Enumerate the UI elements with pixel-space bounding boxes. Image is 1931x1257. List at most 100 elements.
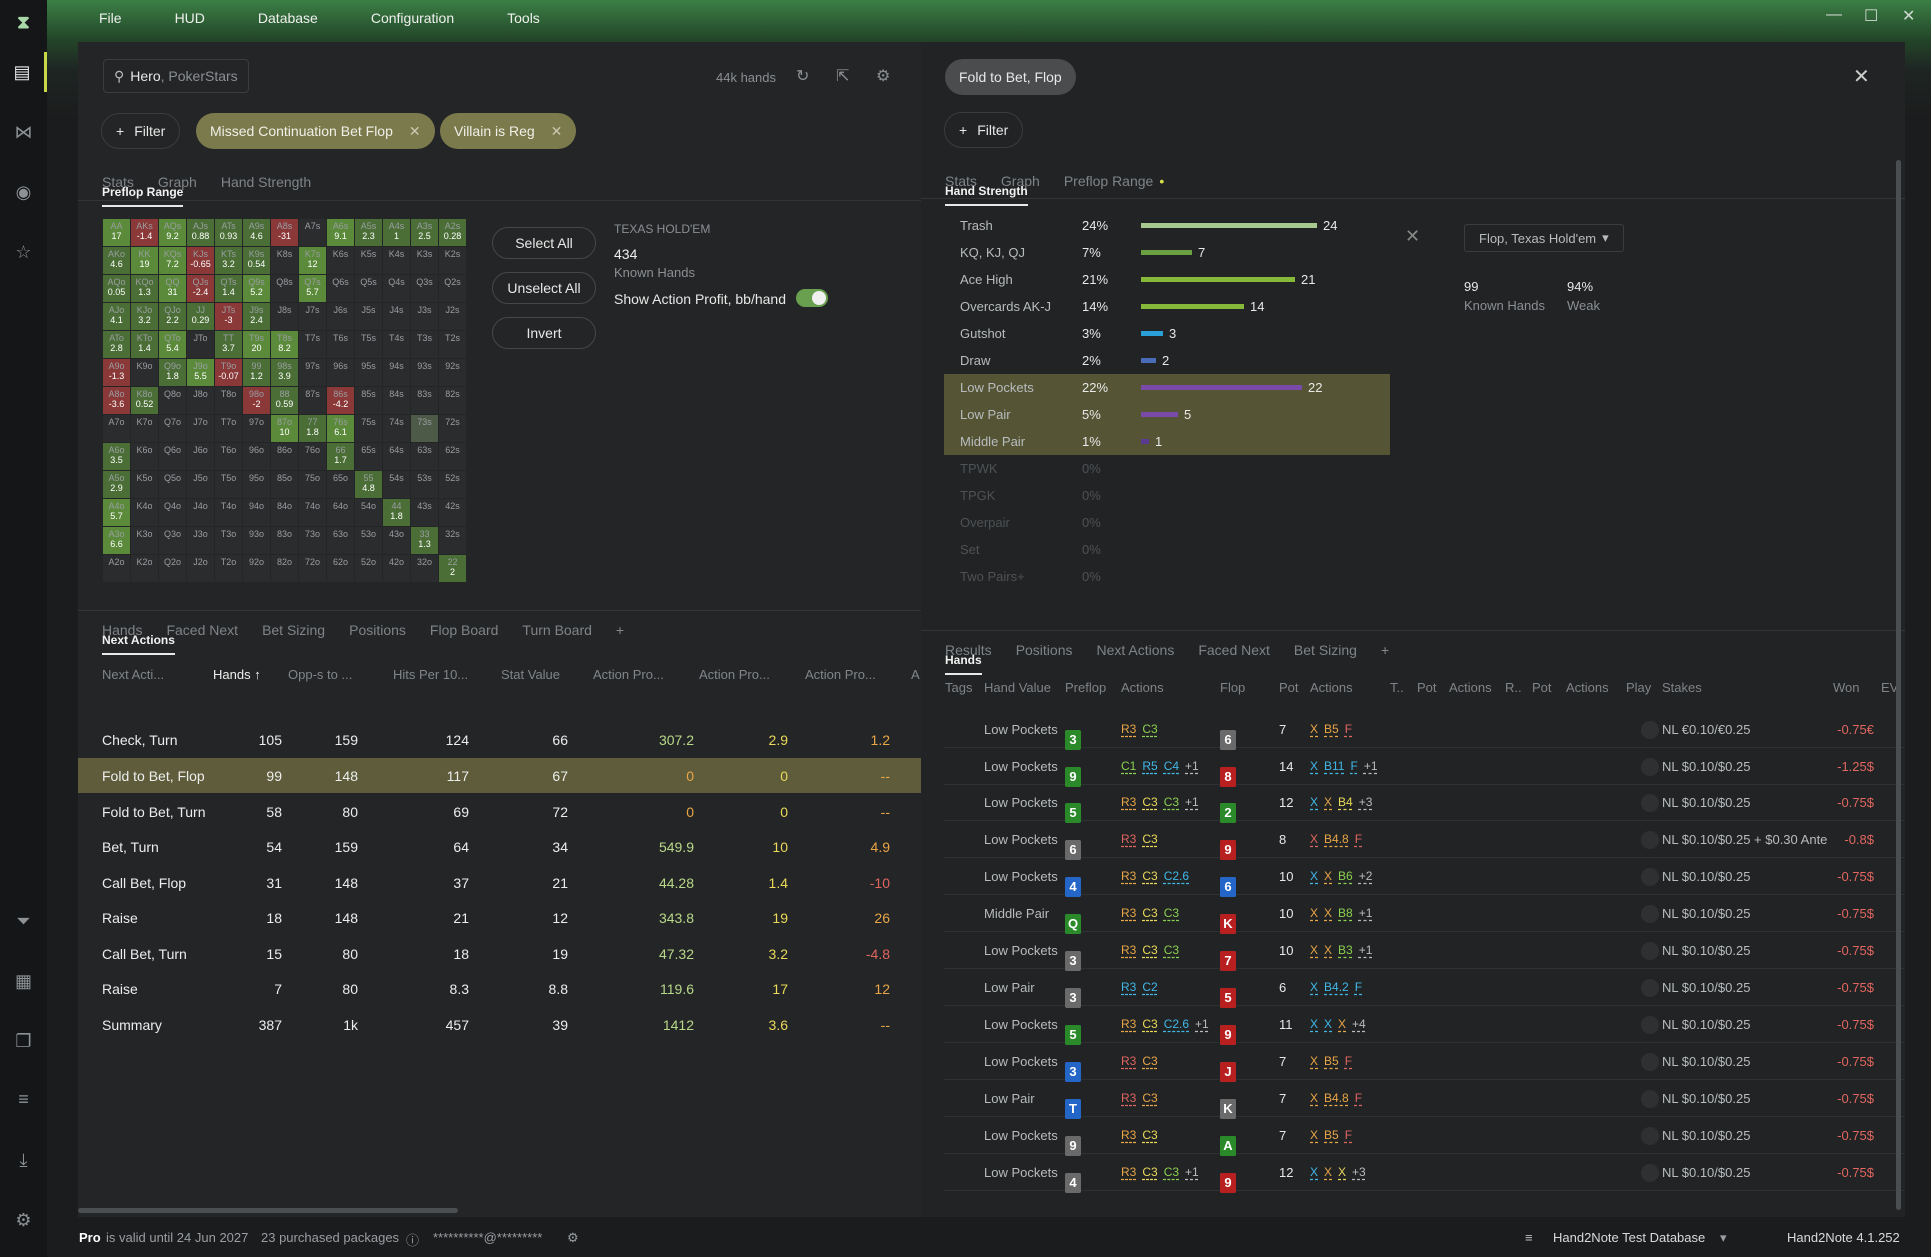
range-cell[interactable]: K5o [131, 471, 159, 499]
tables-icon[interactable]: ❐ [15, 1030, 32, 1051]
range-cell[interactable]: QTo 5.4 [159, 331, 187, 359]
tab-positions[interactable]: Positions [1015, 642, 1073, 658]
range-cell[interactable]: 72s [439, 415, 467, 443]
range-cell[interactable]: Q6o [159, 443, 187, 471]
import-icon[interactable]: ⤓ [19, 1149, 28, 1170]
range-cell[interactable]: 99 1.2 [243, 359, 271, 387]
remove-chip-icon[interactable]: ✕ [550, 122, 563, 139]
range-cell[interactable]: 77 1.8 [299, 415, 327, 443]
table-row[interactable]: Fold to Bet, Turn 58 80 69 72 0 0 -- [78, 794, 921, 829]
range-cell[interactable]: Q3s [411, 275, 439, 303]
tab-turn-board[interactable]: Turn Board [522, 622, 592, 638]
range-cell[interactable]: J7o [187, 415, 215, 443]
range-cell[interactable]: 93o [243, 527, 271, 555]
refresh-icon[interactable]: ↻ [796, 68, 810, 85]
range-cell[interactable]: A3s 2.5 [411, 219, 439, 247]
tab-hand-strength[interactable]: Hand Strength [945, 184, 1028, 206]
range-cell[interactable]: T6o [215, 443, 243, 471]
range-cell[interactable]: 53s [411, 471, 439, 499]
range-cell[interactable]: A4o 5.7 [103, 499, 131, 527]
hand-strength-row[interactable]: Two Pairs+ 0% [944, 563, 1390, 590]
range-cell[interactable]: 98s 3.9 [271, 359, 299, 387]
range-cell[interactable]: 95s [355, 359, 383, 387]
range-cell[interactable]: 44 1.8 [383, 499, 411, 527]
range-cell[interactable]: 74s [383, 415, 411, 443]
range-cell[interactable]: Q7s 5.7 [299, 275, 327, 303]
range-cell[interactable]: 98o -2 [243, 387, 271, 415]
tab-next-actions[interactable]: Next Actions [1096, 642, 1175, 658]
play-replay-icon[interactable] [1641, 1016, 1659, 1034]
range-cell[interactable]: 94s [383, 359, 411, 387]
range-cell[interactable]: 73o [299, 527, 327, 555]
range-cell[interactable]: 95o [243, 471, 271, 499]
hand-strength-row[interactable]: Overpair 0% [944, 509, 1390, 536]
range-cell[interactable]: 54o [355, 499, 383, 527]
range-cell[interactable]: Q2s [439, 275, 467, 303]
range-cell[interactable]: 65o [327, 471, 355, 499]
range-cell[interactable]: AQs 9.2 [159, 219, 187, 247]
range-cell[interactable]: AKo 4.6 [103, 247, 131, 275]
table-row[interactable]: Fold to Bet, Flop 99 148 117 67 0 0 -- [78, 758, 921, 793]
hand-strength-row[interactable]: Low Pair 5% 5 [944, 401, 1390, 428]
menu-hud[interactable]: HUD [174, 10, 205, 26]
range-cell[interactable]: KTs 3.2 [215, 247, 243, 275]
table-row[interactable]: Call Bet, Flop 31 148 37 21 44.28 1.4 -10 [78, 865, 921, 900]
range-cell[interactable]: ATo 2.8 [103, 331, 131, 359]
range-cell[interactable]: A6s 9.1 [327, 219, 355, 247]
range-cell[interactable]: 82s [439, 387, 467, 415]
database-name[interactable]: Hand2Note Test Database [1553, 1230, 1706, 1245]
hand-row[interactable]: Low Pockets55R3C3C2.6+18Q911XXX+4NL $0.1… [944, 1006, 1904, 1045]
preflop-range-grid[interactable]: AA 17 AKs -1.4 AQs 9.2 AJs 0.88 ATs 0.93 A9s 4.6 A8s… [103, 219, 467, 583]
range-cell[interactable]: K8s [271, 247, 299, 275]
range-cell[interactable]: T8o [215, 387, 243, 415]
range-cell[interactable]: KTo 1.4 [131, 331, 159, 359]
range-cell[interactable]: A5s 2.3 [355, 219, 383, 247]
filter-chip-missed-cbet[interactable]: Missed Continuation Bet Flop ✕ [196, 113, 435, 149]
hand-strength-row[interactable]: TPWK 0% [944, 455, 1390, 482]
range-cell[interactable]: 76o [299, 443, 327, 471]
export-icon[interactable]: ⇱ [836, 68, 850, 85]
range-cell[interactable]: A7o [103, 415, 131, 443]
range-cell[interactable]: T2s [439, 331, 467, 359]
range-cell[interactable]: A8s -31 [271, 219, 299, 247]
range-cell[interactable]: A7s [299, 219, 327, 247]
hand-strength-row[interactable]: Middle Pair 1% 1 [944, 428, 1390, 455]
range-cell[interactable]: 73s [411, 415, 439, 443]
range-cell[interactable]: 32s [439, 527, 467, 555]
range-cell[interactable]: J5s [355, 303, 383, 331]
database-icon[interactable]: ≡ [18, 1088, 29, 1109]
range-cell[interactable]: AJs 0.88 [187, 219, 215, 247]
range-cell[interactable]: Q3o [159, 527, 187, 555]
range-cell[interactable]: J8o [187, 387, 215, 415]
chevron-down-icon[interactable]: ▾ [1720, 1230, 1727, 1245]
minimize-icon[interactable]: — [1826, 6, 1842, 23]
play-replay-icon[interactable] [1641, 831, 1659, 849]
play-replay-icon[interactable] [1641, 758, 1659, 776]
range-cell[interactable]: T6s [327, 331, 355, 359]
range-cell[interactable]: J9o 5.5 [187, 359, 215, 387]
range-cell[interactable]: K4o [131, 499, 159, 527]
menu-tools[interactable]: Tools [507, 10, 540, 26]
hand-strength-row[interactable]: Ace High 21% 21 [944, 266, 1390, 293]
summary-row[interactable]: Summary 387 1k 457 39 1412 3.6 -- [78, 1007, 921, 1042]
add-tab-icon[interactable]: + [1380, 642, 1390, 658]
range-cell[interactable]: QTs 1.4 [215, 275, 243, 303]
tab-preflop-range[interactable]: Preflop Range [102, 185, 184, 207]
tab-hand-strength[interactable]: Hand Strength [220, 174, 312, 190]
range-cell[interactable]: J9s 2.4 [243, 303, 271, 331]
tab-graph[interactable]: Graph [157, 174, 197, 190]
range-cell[interactable]: A2o [103, 555, 131, 583]
play-replay-icon[interactable] [1641, 868, 1659, 886]
remove-chip-icon[interactable]: ✕ [408, 122, 421, 139]
range-cell[interactable]: J4s [383, 303, 411, 331]
range-cell[interactable]: 86o [271, 443, 299, 471]
range-cell[interactable]: 63s [411, 443, 439, 471]
range-cell[interactable]: 74o [299, 499, 327, 527]
range-cell[interactable]: J2s [439, 303, 467, 331]
range-cell[interactable]: 75s [355, 415, 383, 443]
range-cell[interactable]: A6o 3.5 [103, 443, 131, 471]
show-profit-toggle[interactable] [796, 289, 828, 307]
range-cell[interactable]: 86s -4.2 [327, 387, 355, 415]
range-cell[interactable]: 72o [299, 555, 327, 583]
